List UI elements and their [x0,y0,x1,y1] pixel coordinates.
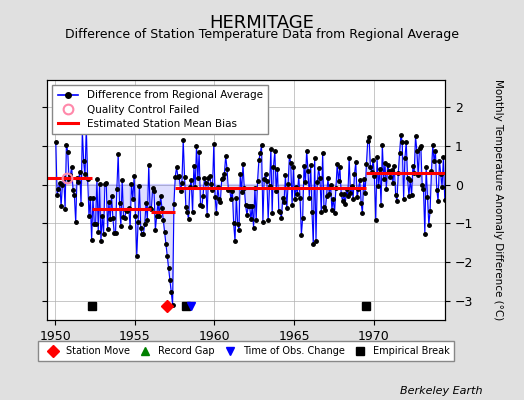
Y-axis label: Monthly Temperature Anomaly Difference (°C): Monthly Temperature Anomaly Difference (… [493,79,503,321]
Text: Difference of Station Temperature Data from Regional Average: Difference of Station Temperature Data f… [65,28,459,41]
Legend: Station Move, Record Gap, Time of Obs. Change, Empirical Break: Station Move, Record Gap, Time of Obs. C… [38,342,454,361]
Legend: Difference from Regional Average, Quality Control Failed, Estimated Station Mean: Difference from Regional Average, Qualit… [52,85,268,134]
Text: HERMITAGE: HERMITAGE [210,14,314,32]
Text: Berkeley Earth: Berkeley Earth [400,386,482,396]
